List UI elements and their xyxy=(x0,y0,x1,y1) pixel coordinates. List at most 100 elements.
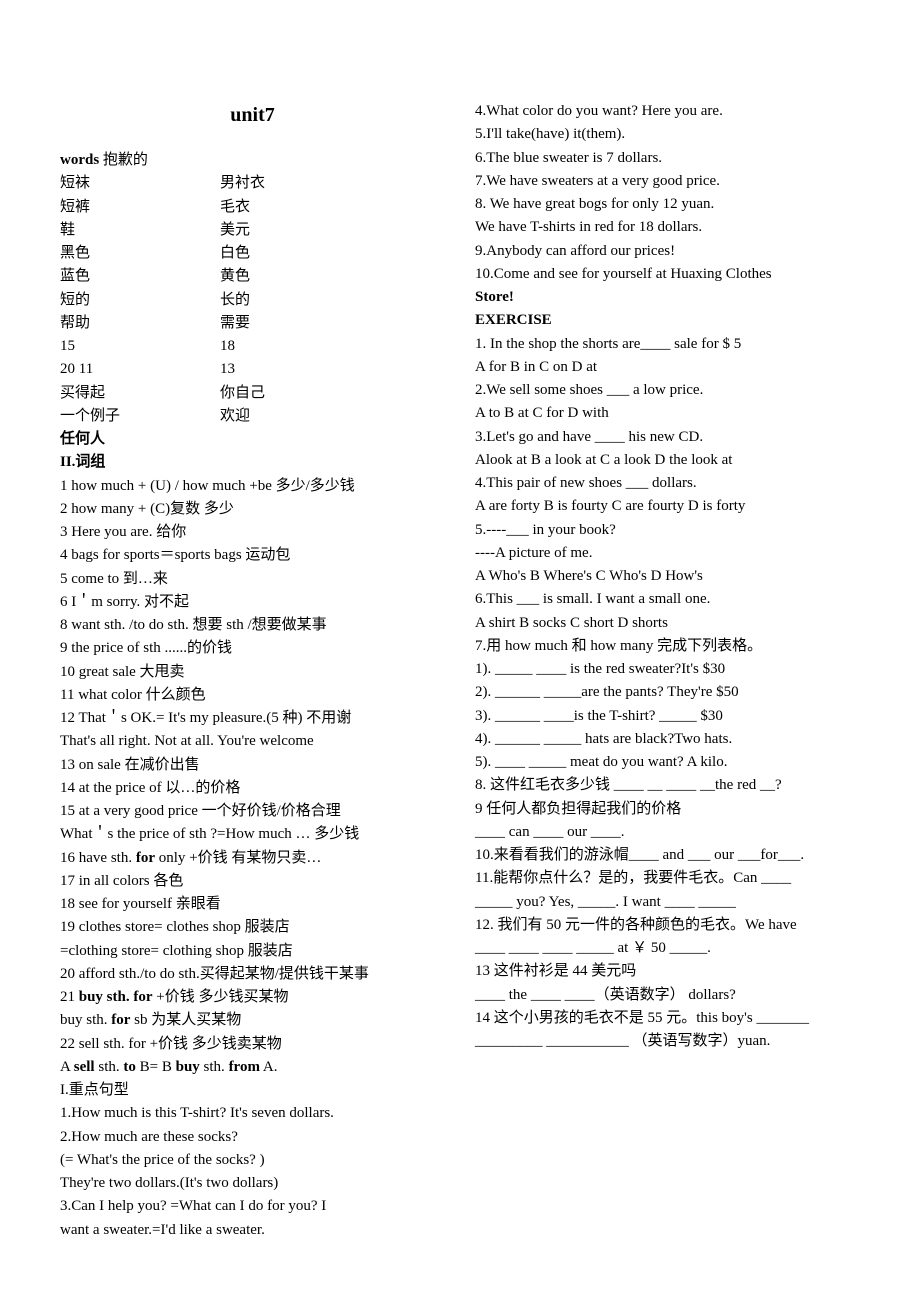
exercise-item: 4.This pair of new shoes ___ dollars. xyxy=(475,472,860,495)
phrase-item: 11 what color 什么颜色 xyxy=(60,684,445,707)
phrase-item: 8 want sth. /to do sth. 想要 sth /想要做某事 xyxy=(60,614,445,637)
sentence-item: 8. We have great bogs for only 12 yuan. xyxy=(475,193,860,216)
exercise-item: ____ the ____ ____（英语数字） dollars? xyxy=(475,984,860,1007)
words-cell: 短的 xyxy=(60,289,220,312)
sentence-item: We have T-shirts in red for 18 dollars. xyxy=(475,216,860,239)
exercise-item: 1. In the shop the shorts are____ sale f… xyxy=(475,333,860,356)
phrase-item: 4 bags for sports＝sports bags 运动包 xyxy=(60,544,445,567)
phrase-item: 5 come to 到…来 xyxy=(60,568,445,591)
words-cell: 男衬衣 xyxy=(220,172,265,195)
sentence-item: 4.What color do you want? Here you are. xyxy=(475,100,860,123)
section-heading: EXERCISE xyxy=(475,309,860,332)
words-cell: 短裤 xyxy=(60,196,220,219)
phrase-item: A sell sth. to B= B buy sth. from A. xyxy=(60,1056,445,1079)
sentence-item: 3.Can I help you? =What can I do for you… xyxy=(60,1195,445,1218)
words-cell: 15 xyxy=(60,335,220,358)
sentence-item: 7.We have sweaters at a very good price. xyxy=(475,170,860,193)
exercise-item: 7.用 how much 和 how many 完成下列表格。 xyxy=(475,635,860,658)
exercise-item: 5). ____ _____ meat do you want? A kilo. xyxy=(475,751,860,774)
words-cell: 需要 xyxy=(220,312,250,335)
words-cell: words 抱歉的 xyxy=(60,149,220,172)
sentence-item: 6.The blue sweater is 7 dollars. xyxy=(475,147,860,170)
exercise-item: 12. 我们有 50 元一件的各种颜色的毛衣。We have xyxy=(475,914,860,937)
words-cell: 短袜 xyxy=(60,172,220,195)
phrase-item: 16 have sth. for only +价钱 有某物只卖… xyxy=(60,847,445,870)
unit-title: unit7 xyxy=(60,100,445,131)
phrase-item: =clothing store= clothing shop 服装店 xyxy=(60,940,445,963)
exercise-item: _____ you? Yes, _____. I want ____ _____ xyxy=(475,891,860,914)
phrase-item: What＇s the price of sth ?=How much … 多少钱 xyxy=(60,823,445,846)
sentence-item: want a sweater.=I'd like a sweater. xyxy=(60,1219,445,1242)
exercise-item: A for B in C on D at xyxy=(475,356,860,379)
exercise-item: _________ ___________ （英语写数字）yuan. xyxy=(475,1030,860,1053)
sentence-item: They're two dollars.(It's two dollars) xyxy=(60,1172,445,1195)
sentence-item: 9.Anybody can afford our prices! xyxy=(475,240,860,263)
phrase-item: buy sth. for sb 为某人买某物 xyxy=(60,1009,445,1032)
phrase-item: 22 sell sth. for +价钱 多少钱卖某物 xyxy=(60,1033,445,1056)
sentence-item: 5.I'll take(have) it(them). xyxy=(475,123,860,146)
phrase-item: 2 how many + (C)复数 多少 xyxy=(60,498,445,521)
phrase-item: 17 in all colors 各色 xyxy=(60,870,445,893)
exercise-item: 14 这个小男孩的毛衣不是 55 元。this boy's _______ xyxy=(475,1007,860,1030)
words-cell: 长的 xyxy=(220,289,250,312)
words-cell: 帮助 xyxy=(60,312,220,335)
words-cell: 黄色 xyxy=(220,265,250,288)
words-cell: 买得起 xyxy=(60,382,220,405)
phrase-item: 14 at the price of 以…的价格 xyxy=(60,777,445,800)
phrase-item: 21 buy sth. for +价钱 多少钱买某物 xyxy=(60,986,445,1009)
document-page: unit7 words 抱歉的 短袜男衬衣 短裤毛衣 鞋美元 黑色白色 蓝色黄色… xyxy=(0,0,920,1300)
phrase-item: 19 clothes store= clothes shop 服装店 xyxy=(60,916,445,939)
exercise-item: ____ ____ ____ _____ at ￥ 50 _____. xyxy=(475,937,860,960)
words-table: words 抱歉的 短袜男衬衣 短裤毛衣 鞋美元 黑色白色 蓝色黄色 短的长的 … xyxy=(60,149,445,451)
exercise-item: 1). _____ ____ is the red sweater?It's $… xyxy=(475,658,860,681)
words-cell: 20 11 xyxy=(60,358,220,381)
words-cell: 13 xyxy=(220,358,235,381)
phrase-item: 12 That＇s OK.= It's my pleasure.(5 种) 不用… xyxy=(60,707,445,730)
phrase-item: 10 great sale 大甩卖 xyxy=(60,661,445,684)
words-cell: 一个例子 xyxy=(60,405,220,428)
exercise-item: 5.----___ in your book? xyxy=(475,519,860,542)
words-cell: 任何人 xyxy=(60,428,105,451)
words-cell: 欢迎 xyxy=(220,405,250,428)
exercise-list: 1. In the shop the shorts are____ sale f… xyxy=(475,333,860,1054)
exercise-item: 9 任何人都负担得起我们的价格 xyxy=(475,798,860,821)
words-cell: 蓝色 xyxy=(60,265,220,288)
phrase-item: 15 at a very good price 一个好价钱/价格合理 xyxy=(60,800,445,823)
words-cell: 白色 xyxy=(220,242,250,265)
phrase-item: 13 on sale 在减价出售 xyxy=(60,754,445,777)
phrase-item: 18 see for yourself 亲眼看 xyxy=(60,893,445,916)
exercise-item: 6.This ___ is small. I want a small one. xyxy=(475,588,860,611)
phrase-item: 9 the price of sth ......的价钱 xyxy=(60,637,445,660)
exercise-item: 13 这件衬衫是 44 美元吗 xyxy=(475,960,860,983)
phrase-item: That's all right. Not at all. You're wel… xyxy=(60,730,445,753)
sentence-item: (= What's the price of the socks? ) xyxy=(60,1149,445,1172)
exercise-item: A are forty B is fourty C are fourty D i… xyxy=(475,495,860,518)
exercise-item: Alook at B a look at C a look D the look… xyxy=(475,449,860,472)
phrase-item: 20 afford sth./to do sth.买得起某物/提供钱干某事 xyxy=(60,963,445,986)
sentence-item: 1.How much is this T-shirt? It's seven d… xyxy=(60,1102,445,1125)
phrase-list: 1 how much + (U) / how much +be 多少/多少钱 2… xyxy=(60,475,445,1080)
words-cell: 美元 xyxy=(220,219,250,242)
exercise-item: A to B at C for D with xyxy=(475,402,860,425)
exercise-item: 4). ______ _____ hats are black?Two hats… xyxy=(475,728,860,751)
exercise-item: 3). ______ ____is the T-shirt? _____ $30 xyxy=(475,705,860,728)
exercise-item: 10.来看看我们的游泳帽____ and ___ our ___for___. xyxy=(475,844,860,867)
words-cell: 黑色 xyxy=(60,242,220,265)
sentence-item: 2.How much are these socks? xyxy=(60,1126,445,1149)
sentence-item: Store! xyxy=(475,286,860,309)
exercise-item: ----A picture of me. xyxy=(475,542,860,565)
exercise-item: 2). ______ _____are the pants? They're $… xyxy=(475,681,860,704)
exercise-item: 3.Let's go and have ____ his new CD. xyxy=(475,426,860,449)
phrase-item: 3 Here you are. 给你 xyxy=(60,521,445,544)
phrase-item: 6 I＇m sorry. 对不起 xyxy=(60,591,445,614)
words-cell: 鞋 xyxy=(60,219,220,242)
words-cell: 毛衣 xyxy=(220,196,250,219)
exercise-item: 8. 这件红毛衣多少钱 ____ __ ____ __the red __? xyxy=(475,774,860,797)
exercise-item: ____ can ____ our ____. xyxy=(475,821,860,844)
phrase-item: 1 how much + (U) / how much +be 多少/多少钱 xyxy=(60,475,445,498)
words-cell: 18 xyxy=(220,335,235,358)
exercise-item: A Who's B Where's C Who's D How's xyxy=(475,565,860,588)
section-heading: I.重点句型 xyxy=(60,1079,445,1102)
sentence-item: 10.Come and see for yourself at Huaxing … xyxy=(475,263,860,286)
exercise-item: 2.We sell some shoes ___ a low price. xyxy=(475,379,860,402)
